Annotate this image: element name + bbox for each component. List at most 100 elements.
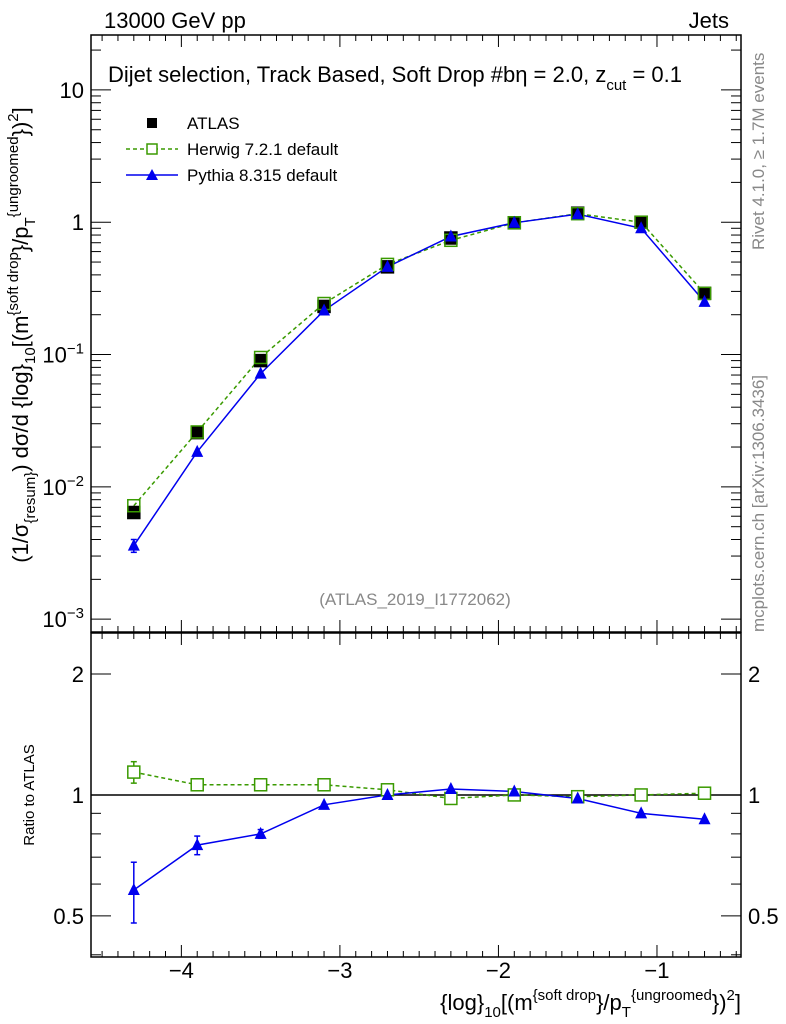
pythia-ratio-point [191,838,204,851]
herwig-point [127,498,141,513]
axis-label-part: {soft drop [533,987,596,1004]
mcplots-label: mcplots.cern.ch [arXiv:1306.3436] [749,375,768,632]
header-process: 13000 GeV pp [104,8,246,33]
tick-mantissa: 1 [72,210,84,235]
axis-label-part: {ungroomed [5,136,22,217]
x-tick-label: −3 [327,958,352,983]
ratio-panel: −4 −3 −2 −1 0.5 0.5 1 1 2 2 [53,632,779,983]
pythia-line [133,213,706,546]
pythia-ratio-point [508,784,521,797]
axis-label-part: ] [8,107,33,113]
ratio-y-tick-label-right: 0.5 [748,904,779,929]
pythia-point [191,444,204,457]
axis-label-part: {ungroomed [631,987,712,1004]
legend-herwig-marker [146,143,158,155]
tick-mantissa: 10 [42,475,66,500]
analysis-id: (ATLAS_2019_I1772062) [319,590,511,609]
axis-label-part: 10 [484,1004,501,1021]
axis-label-part: T [22,217,39,226]
pythia-ratio-point [444,781,457,794]
tick-mantissa: 10 [60,78,84,103]
legend-herwig-label: Herwig 7.2.1 default [187,140,338,159]
x-tick-label: −4 [169,958,194,983]
pythia-ratio-point [318,797,331,810]
y-tick-label: 10 [60,78,84,103]
herwig-line [133,212,706,507]
pythia-ratio-point [698,812,711,825]
axis-label-part: }) [712,990,727,1015]
axis-label-part: 10 [22,347,39,364]
ratio-y-tick-label-left: 2 [72,662,84,687]
legend-atlas-label: ATLAS [187,114,240,133]
tick-mantissa: 10 [42,343,66,368]
herwig-ratio-point [190,778,204,792]
axis-label-part: T [622,1004,631,1021]
pythia-point [381,259,394,272]
plot-title: Dijet selection, Track Based, Soft Drop … [108,62,682,94]
pythia-point [254,366,267,379]
axis-label-part: (1/σ [8,523,33,563]
ratio-y-tick-label-right: 2 [748,662,760,687]
tick-mantissa: 10 [42,607,66,632]
pythia-ratio-point [571,791,584,804]
herwig-ratio-line [133,771,705,800]
legend-atlas-marker [147,118,157,128]
title-part-c: = 0.1 [626,62,682,87]
rivet-label: Rivet 4.1.0, ≥ 1.7M events [749,53,768,250]
pythia-ratio-point [127,882,140,895]
y-tick-label: 10−2 [42,473,84,500]
x-tick-label: −1 [644,958,669,983]
axis-label-part: }/p [596,990,622,1015]
pythia-point [571,207,584,220]
axis-label-part: [(m [501,990,533,1015]
axis-label-part: {resum} [22,472,39,524]
herwig-point [253,350,268,365]
title-part-b: η = 2.0, z [515,62,606,87]
axis-label-part: }/p [8,226,33,252]
herwig-ratio-point [444,791,458,806]
tick-exponent: −2 [67,473,84,490]
x-tick-label: −2 [486,958,511,983]
header-category: Jets [689,8,729,33]
y-tick-label: 10−1 [42,341,84,368]
axis-label-part: {log} [440,990,484,1015]
legend-pythia-label: Pythia 8.315 default [187,166,338,185]
ratio-y-tick-label-left: 1 [72,783,84,808]
pythia-ratio-line [133,788,705,891]
atlas-point [253,353,268,368]
y-tick-label: 10−3 [42,605,84,632]
pythia-ratio-point [381,787,394,800]
pythia-point [698,294,711,307]
pythia-point [444,229,457,242]
herwig-ratio-point [697,786,712,800]
atlas-point [127,505,141,520]
atlas-point [190,425,204,440]
x-axis-label: {log}10[(m{soft drop}/pT{ungroomed})2] [440,987,741,1021]
y-axis-label: (1/σ{resum}) dσ/d {log}10[(m{soft drop}/… [5,107,39,563]
tick-exponent: −1 [67,341,84,358]
main-frame [90,34,742,633]
pythia-ratio-point [635,806,648,819]
pythia-point [127,538,140,551]
ratio-y-tick-label-left: 0.5 [53,904,84,929]
pythia-point [508,215,521,228]
herwig-ratio-point [127,765,141,779]
herwig-ratio-point [253,778,268,792]
herwig-ratio-point [317,778,331,792]
pythia-point [635,221,648,234]
herwig-point [190,425,204,439]
legend: ATLAS Herwig 7.2.1 default Pythia 8.315 … [126,114,338,185]
axis-label-part: }) [8,122,33,137]
pythia-ratio-point [254,826,267,839]
tick-exponent: −3 [67,605,84,622]
axis-label-part: {soft drop [5,252,22,315]
axis-label-part: 2 [5,113,22,121]
axis-label-part: 2 [727,987,735,1004]
title-part-a: Dijet selection, Track Based, Soft Drop … [108,62,515,87]
title-sub: cut [606,77,627,94]
herwig-ratio-point [634,788,648,802]
y-tick-label: 1 [72,210,84,235]
axis-label-part: ] [735,990,741,1015]
